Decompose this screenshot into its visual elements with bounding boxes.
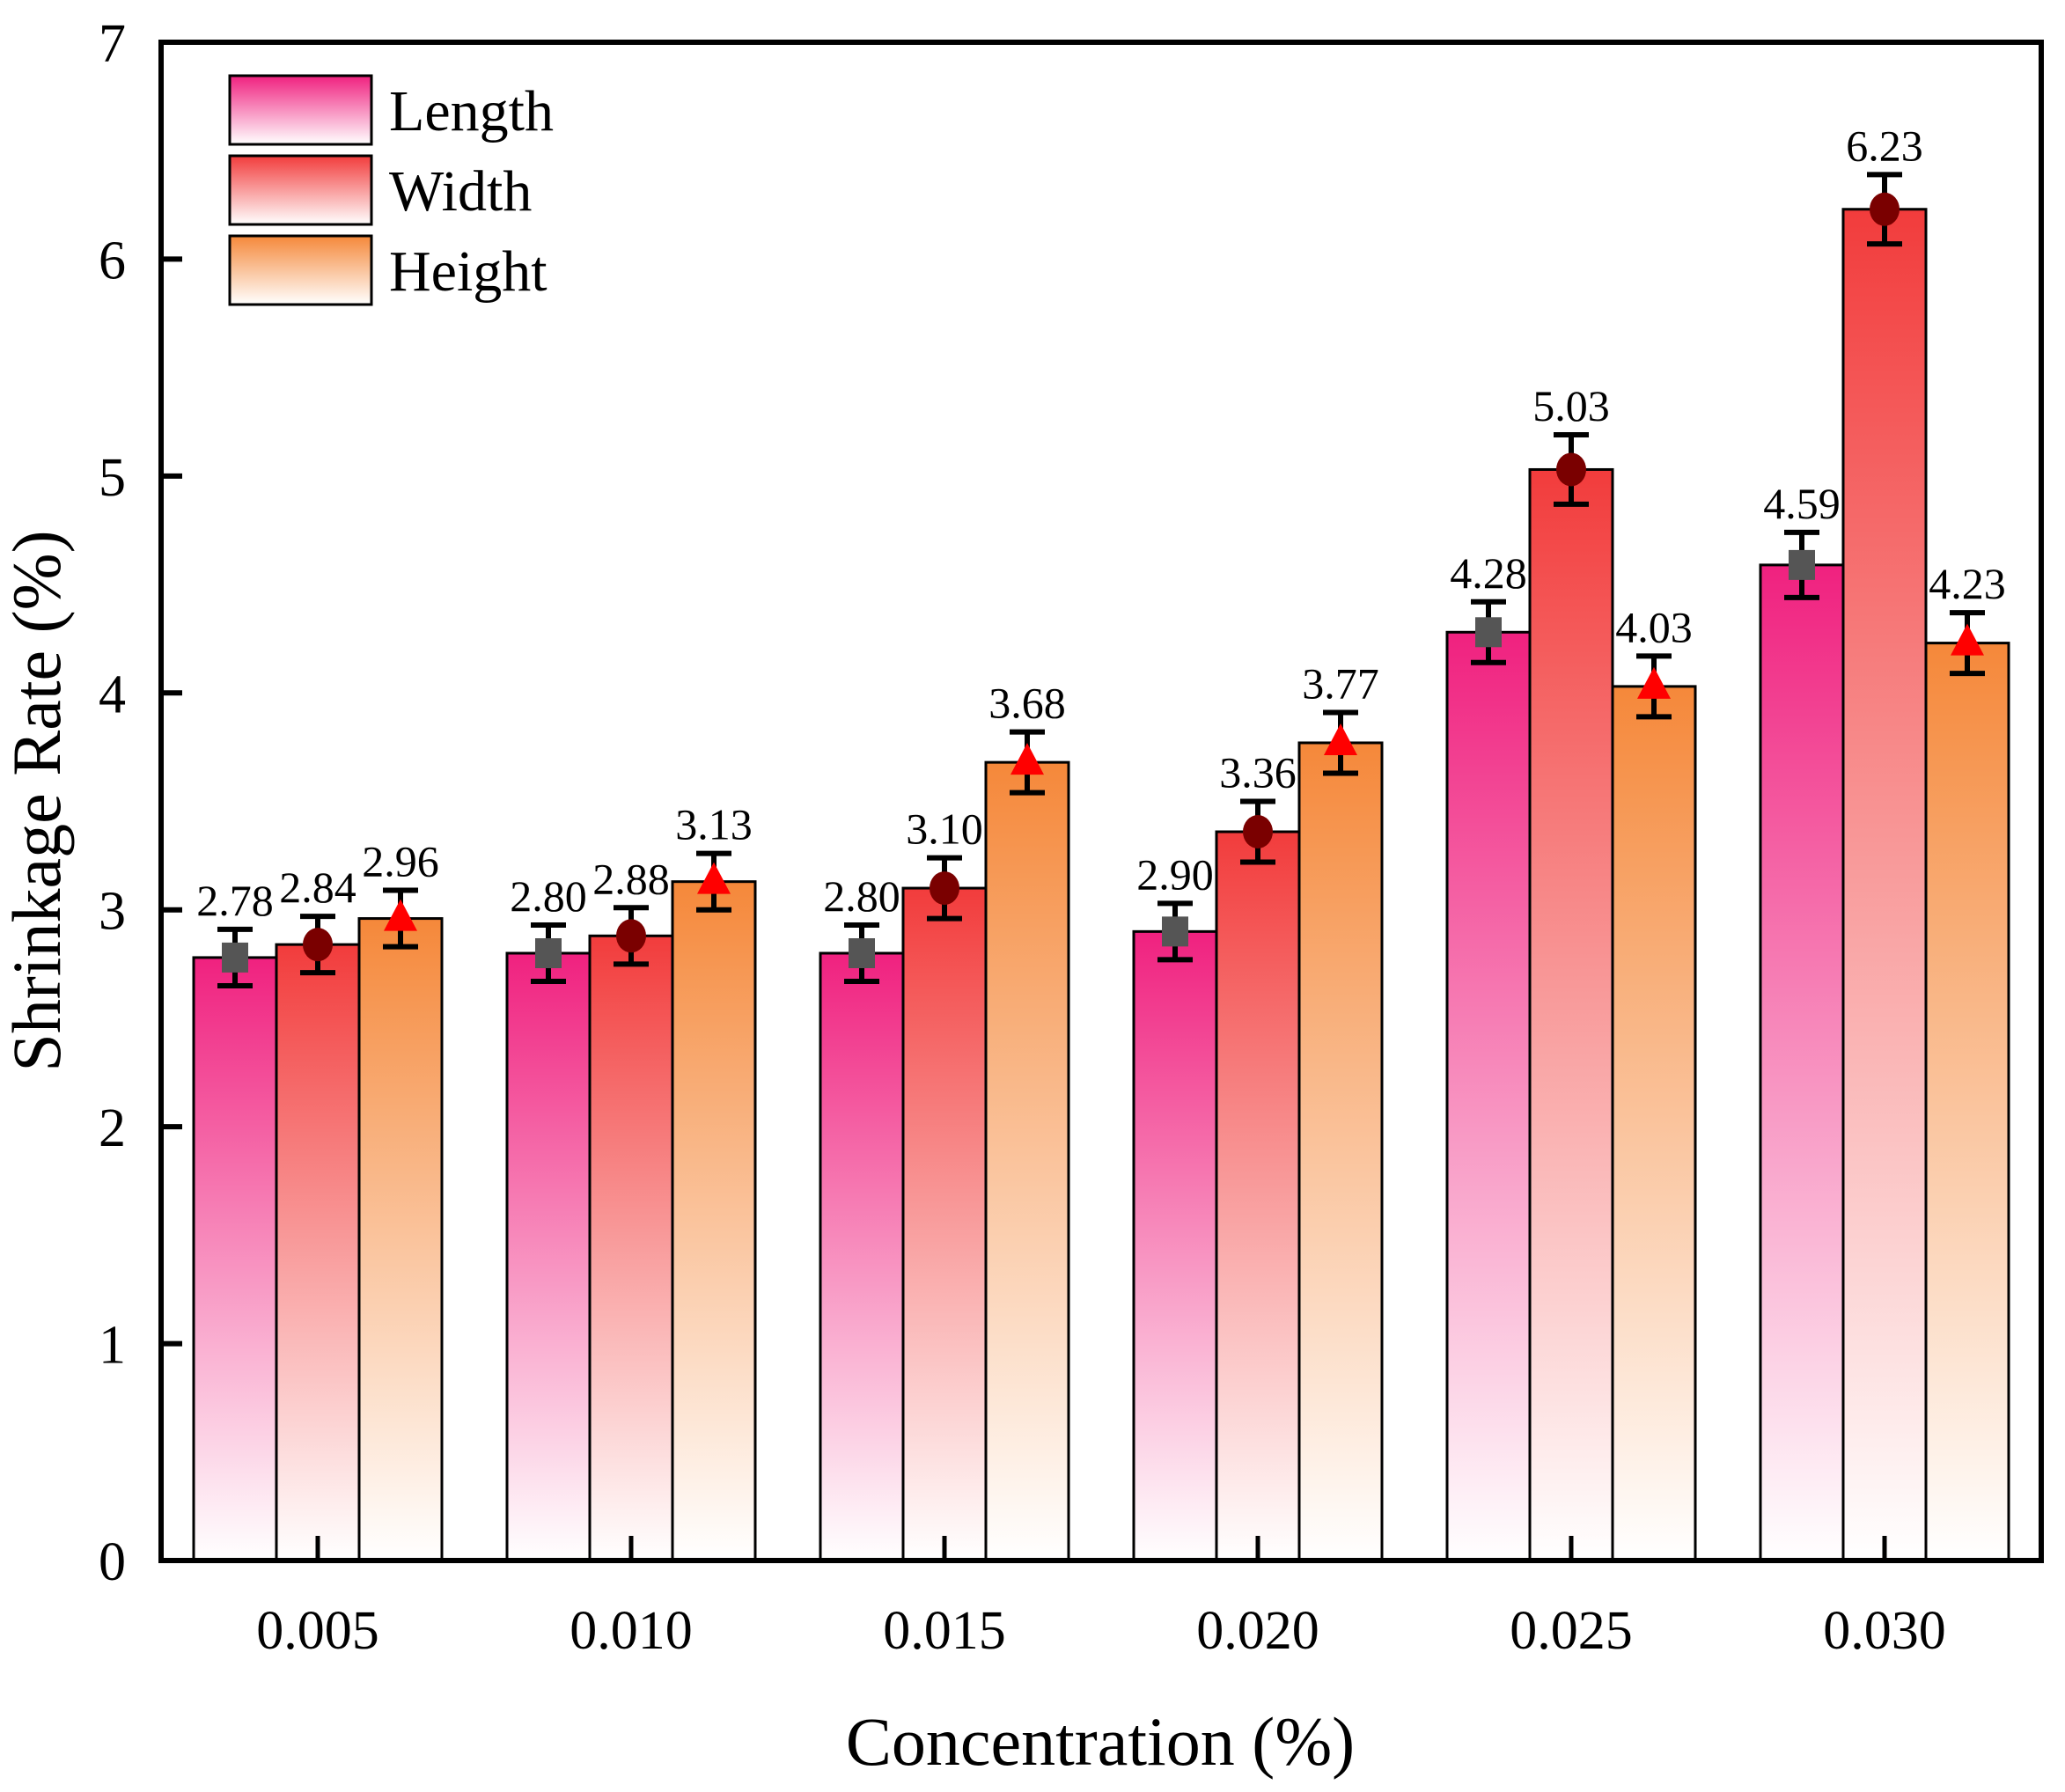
x-axis-title: Concentration (%) — [846, 1703, 1355, 1780]
data-label: 4.28 — [1450, 548, 1527, 598]
legend-swatch — [228, 74, 373, 146]
legend-item-width: Width — [228, 154, 532, 226]
data-label: 2.80 — [510, 871, 587, 921]
y-tick-label: 1 — [99, 1316, 126, 1376]
marker-square — [1162, 916, 1188, 947]
data-label: 2.80 — [823, 871, 900, 921]
bar-height-0.015 — [984, 760, 1070, 1562]
data-label: 4.59 — [1763, 479, 1841, 528]
data-label: 6.23 — [1846, 121, 1923, 170]
plot-frame — [158, 40, 2044, 1563]
marker-triangle — [697, 862, 731, 894]
bar-height-0.005 — [357, 917, 444, 1562]
y-tick-label: 5 — [99, 448, 126, 508]
bar-width-0.020 — [1215, 830, 1301, 1562]
bar-width-0.005 — [275, 943, 361, 1562]
marker-square — [1475, 617, 1502, 648]
markers-layer — [222, 192, 1984, 973]
marker-triangle — [1637, 666, 1671, 699]
x-tick-label: 0.010 — [570, 1601, 693, 1661]
data-label: 2.84 — [279, 863, 356, 912]
legend-label: Width — [389, 159, 532, 224]
data-label: 2.90 — [1136, 849, 1214, 899]
data-label: 3.13 — [675, 800, 753, 849]
bar-width-0.025 — [1528, 467, 1614, 1562]
bar-height-0.020 — [1297, 741, 1384, 1562]
bar-length-0.025 — [1445, 630, 1532, 1562]
data-label: 4.23 — [1929, 559, 2006, 608]
marker-triangle — [1951, 623, 1984, 656]
x-tick-label: 0.005 — [256, 1601, 379, 1661]
y-tick-label: 0 — [99, 1532, 126, 1592]
legend-swatch — [228, 154, 373, 226]
data-label: 2.96 — [362, 837, 439, 886]
marker-triangle — [1010, 743, 1044, 775]
legend-item-height: Height — [228, 234, 547, 306]
x-axis: 0.005 0.010 0.015 0.020 0.025 0.030 — [256, 1536, 1946, 1661]
marker-circle — [1556, 452, 1586, 487]
legend-label: Height — [389, 239, 547, 304]
x-tick-label: 0.020 — [1196, 1601, 1319, 1661]
bar-height-0.010 — [671, 880, 757, 1562]
marker-square — [222, 942, 248, 973]
data-label: 2.88 — [592, 854, 670, 903]
y-tick-label: 2 — [99, 1098, 126, 1158]
bar-width-0.010 — [588, 934, 674, 1562]
bars-layer — [192, 208, 2010, 1562]
y-tick-label: 7 — [99, 14, 126, 74]
marker-triangle — [1324, 723, 1357, 755]
data-label: 3.68 — [988, 679, 1066, 728]
marker-circle — [930, 871, 959, 906]
data-label: 3.10 — [906, 804, 983, 854]
marker-square — [535, 938, 562, 968]
y-tick-label: 3 — [99, 882, 126, 942]
data-label: 5.03 — [1532, 381, 1610, 430]
bar-length-0.010 — [505, 951, 592, 1562]
marker-circle — [303, 928, 333, 962]
legend: Length Width Height — [228, 74, 554, 306]
data-label: 3.77 — [1302, 658, 1379, 708]
y-axis-title: Shrinkage Rate (%) — [0, 530, 75, 1071]
y-axis: 0 1 2 3 4 5 6 7 — [99, 14, 182, 1592]
y-tick-label: 6 — [99, 231, 126, 290]
bar-height-0.030 — [1924, 642, 2010, 1562]
bar-height-0.025 — [1611, 685, 1697, 1562]
bar-length-0.005 — [192, 956, 278, 1562]
x-tick-label: 0.025 — [1510, 1601, 1633, 1661]
x-tick-label: 0.030 — [1823, 1601, 1946, 1661]
legend-label: Length — [389, 79, 554, 143]
marker-circle — [1243, 815, 1273, 848]
data-labels-layer: 2.78 2.80 2.80 2.90 4.28 4.59 2.84 2.88 3.10 3.36… — [196, 121, 2006, 925]
marker-square — [849, 938, 875, 968]
data-label: 4.03 — [1615, 602, 1693, 651]
data-label: 3.36 — [1219, 748, 1297, 797]
bar-length-0.030 — [1759, 563, 1845, 1562]
x-tick-label: 0.015 — [883, 1601, 1006, 1661]
bar-length-0.020 — [1132, 929, 1218, 1562]
marker-circle — [616, 919, 646, 953]
bar-width-0.030 — [1841, 208, 1928, 1562]
bar-length-0.015 — [819, 951, 905, 1562]
marker-triangle — [384, 899, 417, 931]
marker-square — [1789, 549, 1815, 580]
legend-swatch — [228, 234, 373, 306]
legend-item-length: Length — [228, 74, 554, 146]
y-tick-label: 4 — [99, 665, 126, 724]
marker-circle — [1870, 192, 1900, 226]
bar-width-0.015 — [901, 886, 988, 1562]
data-label: 2.78 — [196, 876, 274, 925]
